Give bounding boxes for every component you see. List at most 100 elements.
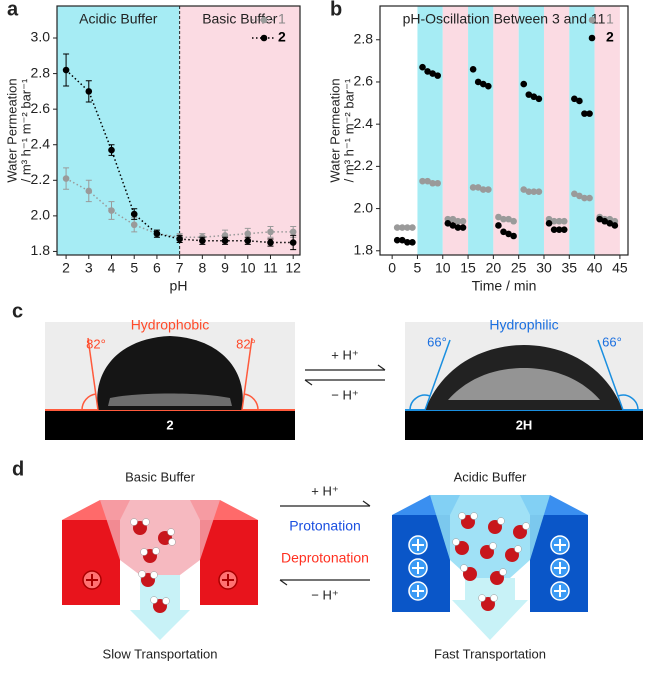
x-tick-label: 11: [263, 260, 278, 276]
point: [393, 224, 401, 231]
series-line: [65, 69, 294, 244]
point: [530, 188, 538, 195]
y-tick-label: 3.0: [31, 29, 51, 45]
point: [244, 230, 252, 237]
point: [576, 97, 583, 105]
region: [569, 6, 595, 255]
point: [176, 235, 183, 243]
y-axis-label: / m³ h⁻¹ m⁻² bar⁻¹: [341, 78, 356, 182]
point: [62, 66, 70, 74]
y-tick-label: 1.8: [31, 242, 51, 258]
x-tick-label: 9: [221, 260, 229, 276]
x-tick-label: 35: [562, 260, 578, 276]
block: [200, 520, 258, 605]
arrow-label: + H⁺: [331, 347, 358, 362]
charge-icon: [218, 570, 238, 590]
legend-marker: [588, 34, 596, 42]
point: [393, 236, 401, 244]
point: [485, 186, 492, 193]
region: [468, 6, 494, 255]
angle-arc: [243, 393, 259, 411]
droplet-reflection: [448, 368, 600, 400]
angle-label: 82°: [236, 336, 256, 351]
point: [404, 239, 411, 246]
y-axis-label: Water Permeation: [4, 78, 19, 182]
point: [560, 217, 568, 225]
chart: Acidic Buffer Basic Buffer 1.8 2.0 2.2 2.4 2.6…: [4, 0, 301, 294]
arrow-label: − H⁺: [311, 587, 338, 602]
point: [485, 82, 492, 90]
plot-frame: [56, 5, 301, 256]
angle-label: 66°: [427, 334, 447, 349]
angle-line: [424, 339, 451, 411]
point: [409, 239, 416, 246]
y-tick-label: 2.8: [354, 30, 374, 46]
angle-arc: [81, 393, 97, 411]
sample-label: 2: [166, 417, 173, 432]
point: [62, 175, 70, 182]
point: [560, 226, 568, 233]
point: [419, 63, 426, 71]
y-tick-label: 2.8: [31, 64, 51, 80]
point: [469, 66, 477, 73]
plot-frame: [379, 5, 629, 256]
point: [474, 78, 482, 86]
region: [57, 6, 180, 255]
x-tick-label: 45: [612, 260, 628, 276]
point: [267, 228, 274, 236]
y-axis-label: / m³ h⁻¹ m⁻² bar⁻¹: [18, 78, 33, 182]
charge-icon: [82, 570, 102, 590]
point: [500, 215, 507, 223]
process-label: Protonation: [289, 518, 361, 534]
point: [586, 194, 593, 202]
point: [535, 188, 543, 195]
panel-label: b: [330, 0, 342, 20]
point: [459, 217, 467, 225]
x-tick-label: 20: [486, 260, 502, 276]
point: [571, 95, 578, 103]
arrow-back: [279, 579, 370, 586]
angle-label: 66°: [602, 334, 622, 349]
x-tick-label: 4: [108, 260, 116, 276]
point: [545, 220, 553, 227]
region: [518, 6, 544, 255]
point: [550, 226, 558, 233]
point: [535, 95, 543, 103]
x-tick-label: 8: [198, 260, 206, 276]
angle-label: 82°: [86, 336, 106, 351]
legend-label: 2: [278, 29, 286, 45]
point: [429, 179, 436, 187]
water-hydrogens: [452, 512, 530, 602]
x-axis-label: pH: [170, 278, 188, 294]
point: [289, 239, 297, 246]
point: [398, 224, 406, 231]
point: [606, 220, 614, 227]
point: [586, 110, 593, 117]
region: [179, 6, 300, 255]
x-tick-label: 10: [240, 260, 256, 276]
panel-c: c Hydrophobic 82° 82° 2 + H⁺ − H⁺ Hydrop…: [12, 300, 643, 440]
point: [495, 222, 502, 229]
x-tick-label: 7: [176, 260, 184, 276]
point: [424, 68, 431, 75]
x-tick-label: 2: [62, 260, 70, 276]
x-tick-label: 6: [153, 260, 161, 276]
y-tick-label: 2.6: [31, 100, 51, 116]
region: [594, 6, 620, 255]
point: [85, 88, 93, 95]
point: [199, 237, 206, 245]
point: [108, 207, 115, 214]
angle-line: [241, 337, 253, 411]
x-axis-label: Time / min: [472, 278, 537, 294]
point: [576, 192, 583, 200]
y-tick-label: 2.4: [354, 115, 374, 131]
angle-arc: [409, 394, 431, 411]
angle-line: [597, 339, 624, 411]
x-tick-label: 0: [388, 260, 396, 276]
state-title: Hydrophilic: [489, 317, 558, 333]
point: [525, 91, 533, 98]
y-tick-label: 2.0: [354, 199, 374, 215]
point: [474, 184, 482, 191]
block: [62, 520, 120, 605]
